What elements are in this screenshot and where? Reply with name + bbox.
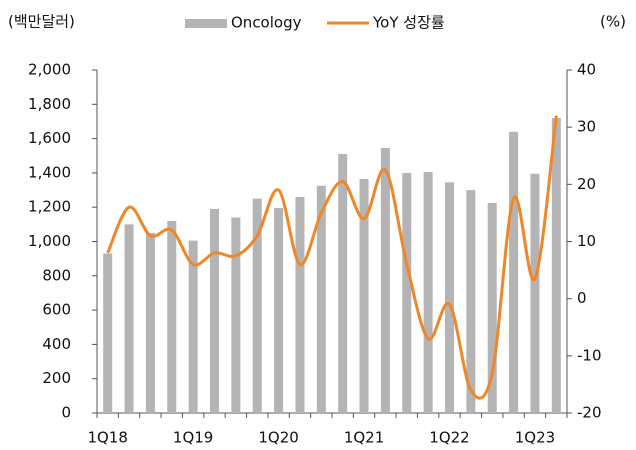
y2-axis-label: (%) <box>600 13 626 31</box>
bar <box>423 172 433 413</box>
y-tick-label: 800 <box>42 266 71 284</box>
x-tick-label: 1Q23 <box>515 429 555 447</box>
x-tick-label: 1Q20 <box>258 429 298 447</box>
y2-tick-label: -10 <box>577 346 602 364</box>
y-tick-label: 1,800 <box>28 95 71 113</box>
legend-swatch <box>185 19 227 28</box>
y2-tick-label: 20 <box>577 175 596 193</box>
bar <box>530 173 540 413</box>
y-tick-label: 0 <box>61 404 71 422</box>
bar <box>188 240 198 413</box>
y-tick-label: 1,000 <box>28 232 71 250</box>
bar <box>103 253 113 413</box>
bar <box>124 224 134 413</box>
x-tick-label: 1Q19 <box>173 429 213 447</box>
y-tick-label: 400 <box>42 335 71 353</box>
bar <box>295 196 305 413</box>
bar <box>445 182 454 413</box>
y-tick-label: 1,200 <box>28 198 71 216</box>
bar <box>167 220 177 413</box>
bar <box>359 178 369 413</box>
x-tick-label: 1Q22 <box>429 429 469 447</box>
bar <box>402 172 412 413</box>
legend-label: YoY 성장률 <box>372 14 445 32</box>
bar <box>145 232 155 413</box>
bar <box>252 198 262 413</box>
x-tick-label: 1Q21 <box>344 429 384 447</box>
y2-tick-label: 10 <box>577 232 596 250</box>
legend-label: Oncology <box>231 14 302 32</box>
y2-tick-label: 0 <box>577 289 587 307</box>
bar <box>210 208 219 413</box>
bar <box>380 148 390 413</box>
y2-tick-label: -20 <box>577 404 602 422</box>
x-tick-label: 1Q18 <box>87 429 127 447</box>
bar <box>274 208 284 413</box>
bar <box>338 154 348 413</box>
y-axis-label: (백만달러) <box>8 13 75 31</box>
y-tick-label: 1,600 <box>28 129 71 147</box>
y-tick-label: 1,400 <box>28 163 71 181</box>
bar <box>231 217 241 413</box>
y2-tick-label: 30 <box>577 118 596 136</box>
bar <box>466 190 476 413</box>
y-tick-label: 200 <box>42 369 71 387</box>
bar <box>316 185 326 413</box>
y2-tick-label: 40 <box>577 61 596 79</box>
y-tick-label: 600 <box>42 301 71 319</box>
bar <box>509 131 519 414</box>
bar <box>487 202 497 413</box>
bar <box>551 118 561 414</box>
line <box>106 115 558 400</box>
y-tick-label: 2,000 <box>28 61 71 79</box>
